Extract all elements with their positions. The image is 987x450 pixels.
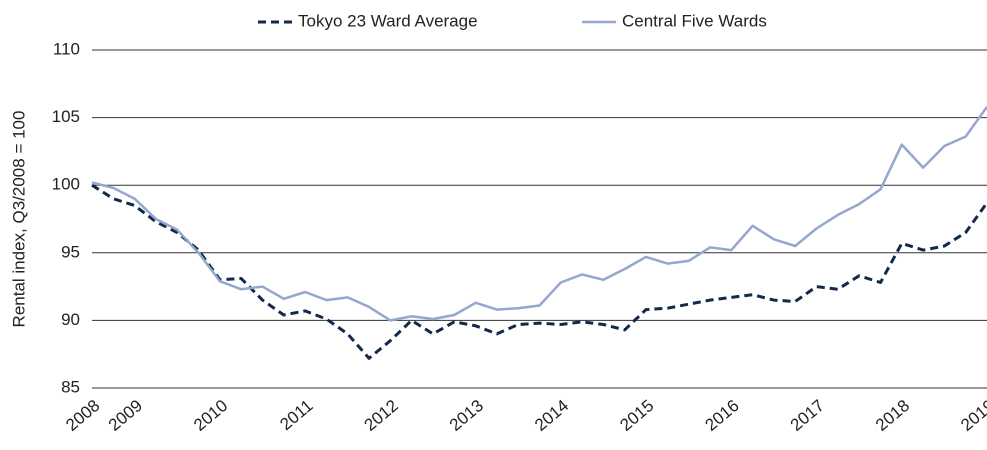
y-tick-label: 90 [61,310,80,329]
y-tick-label: 100 [52,175,80,194]
x-tick-label: 2011 [276,396,316,434]
x-tick-label: 2018 [872,396,913,435]
x-tick-label: 2019 [957,396,987,435]
y-axis-title: Rental index, Q3/2008 = 100 [9,111,28,328]
line-series [91,183,987,360]
y-tick-label: 110 [53,39,80,58]
line-series [91,106,987,322]
x-tick-label: 2010 [190,396,231,435]
x-tick-label: 2014 [531,396,572,435]
legend-label: Tokyo 23 Ward Average [298,11,478,30]
x-tick-label: 2013 [446,396,487,435]
x-tick-label: 2008 [62,396,103,435]
x-tick-label: 2016 [702,396,743,435]
y-tick-label: 105 [52,107,80,126]
y-tick-label: 95 [61,242,80,261]
legend-label: Central Five Wards [622,11,767,30]
x-tick-label: 2015 [616,396,657,435]
x-tick-label: 2009 [105,396,146,435]
x-tick-label: 2017 [787,396,828,435]
x-tick-label: 2012 [361,396,402,435]
y-tick-label: 85 [61,377,80,396]
